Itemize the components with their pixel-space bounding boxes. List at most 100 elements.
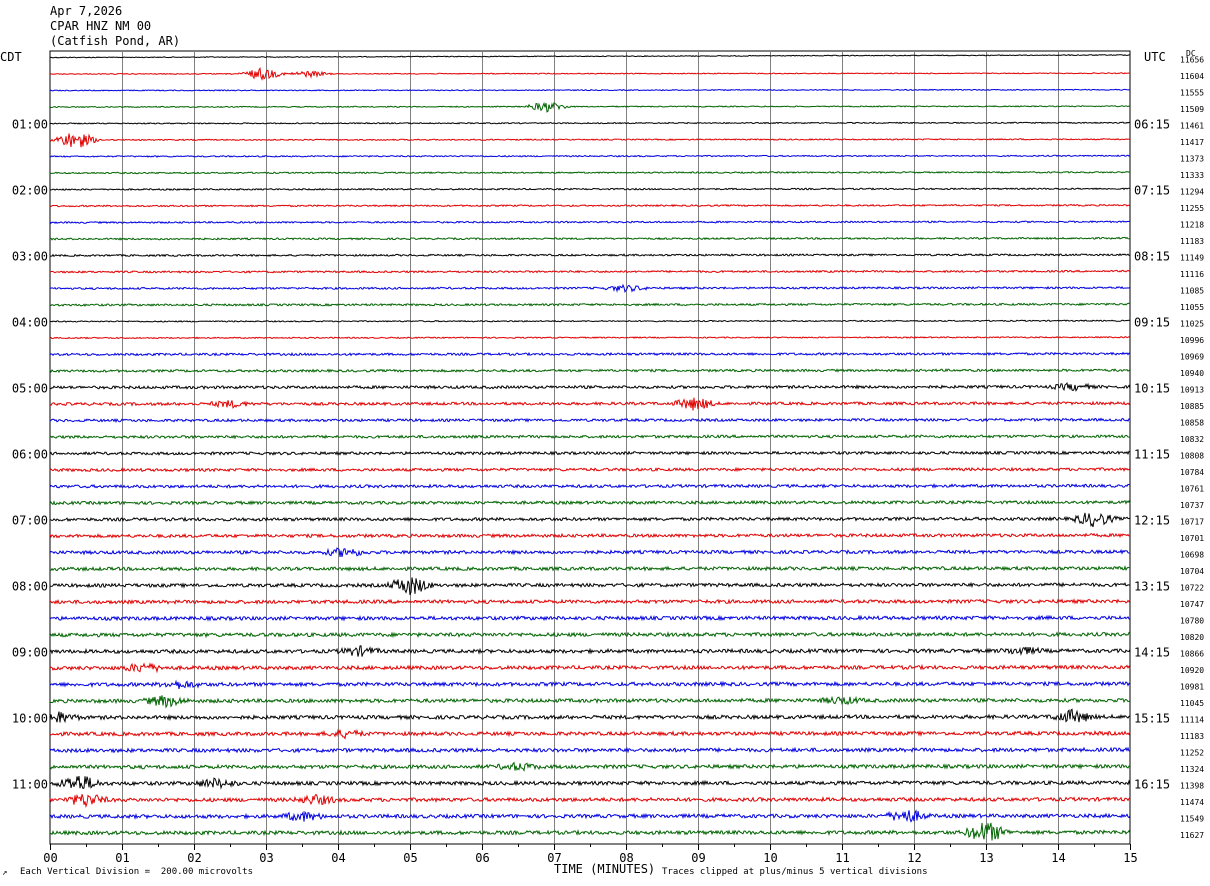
- axis-labels: 00 01 02 03 04 05 06 07 08 09 10 11 12 13 14 15 11656 116…: [12, 56, 1204, 866]
- dc-offset-value: 10832: [1180, 435, 1204, 444]
- cdt-hour-label: 08:00: [12, 580, 48, 594]
- seismic-trace: [49, 746, 1131, 754]
- seismic-trace: [50, 253, 1131, 258]
- cdt-hour-label: 03:00: [12, 250, 48, 264]
- dc-offset-value: 11509: [1180, 105, 1204, 114]
- dc-offset-value: 10913: [1180, 386, 1204, 395]
- x-tick-label: 10: [763, 851, 777, 865]
- dc-offset-value: 11183: [1180, 237, 1204, 246]
- dc-offset-value: 11373: [1180, 155, 1204, 164]
- x-tick-label: 11: [835, 851, 849, 865]
- station-location: (Catfish Pond, AR): [50, 34, 181, 48]
- seismic-traces: [49, 54, 1131, 841]
- seismic-trace: [49, 319, 1131, 323]
- x-tick-label: 08: [619, 851, 633, 865]
- dc-offset-value: 10940: [1180, 369, 1204, 378]
- seismic-trace: [49, 695, 1131, 709]
- dc-offset-value: 11398: [1180, 782, 1204, 791]
- seismic-trace: [49, 775, 1131, 790]
- dc-offset-value: 11474: [1180, 798, 1204, 807]
- x-tick-label: 07: [547, 851, 561, 865]
- utc-hour-label: 08:15: [1134, 250, 1170, 264]
- x-axis-title: TIME (MINUTES): [554, 862, 656, 876]
- dc-offset-value: 11218: [1180, 221, 1204, 230]
- seismic-trace: [49, 121, 1131, 125]
- right-timezone-label: UTC: [1144, 50, 1166, 64]
- dc-offset-value: 10885: [1180, 402, 1204, 411]
- dc-offset-value: 11549: [1180, 815, 1204, 824]
- dc-column-label: DC: [1186, 49, 1196, 58]
- seismic-trace: [49, 397, 1131, 411]
- seismic-trace: [49, 631, 1131, 639]
- cdt-hour-label: 02:00: [12, 184, 48, 198]
- utc-hour-label: 10:15: [1134, 382, 1170, 396]
- seismic-trace: [49, 483, 1131, 489]
- dc-offset-value: 11045: [1180, 699, 1204, 708]
- dc-offset-value: 11183: [1180, 732, 1204, 741]
- utc-hour-label: 07:15: [1134, 184, 1170, 198]
- seismic-trace: [49, 822, 1131, 841]
- cdt-hour-label: 01:00: [12, 118, 48, 132]
- dc-offset-value: 11656: [1180, 56, 1204, 65]
- x-tick-label: 15: [1123, 851, 1137, 865]
- x-tick-label: 01: [115, 851, 129, 865]
- x-tick-label: 03: [259, 851, 273, 865]
- station-code: CPAR HNZ NM 00: [50, 19, 152, 33]
- dc-offset-value: 11116: [1180, 270, 1204, 279]
- dc-offset-value: 10866: [1180, 650, 1204, 659]
- footer-mark: ↗: [2, 868, 8, 878]
- dc-offset-value: 10784: [1180, 468, 1204, 477]
- x-tick-label: 12: [907, 851, 921, 865]
- dc-offset-value: 10808: [1180, 452, 1204, 461]
- seismic-trace: [49, 547, 1131, 557]
- seismic-trace: [49, 512, 1131, 528]
- cdt-hour-label: 04:00: [12, 316, 48, 330]
- x-tick-label: 09: [691, 851, 705, 865]
- seismic-trace: [49, 220, 1131, 225]
- dc-offset-value: 11025: [1180, 320, 1204, 329]
- seismic-trace: [49, 565, 1131, 572]
- utc-hour-label: 06:15: [1134, 118, 1170, 132]
- dc-offset-value: 11604: [1180, 72, 1204, 81]
- seismic-trace: [49, 662, 1131, 674]
- seismic-trace: [49, 614, 1131, 622]
- seismic-trace: [49, 532, 1131, 539]
- dc-offset-value: 10981: [1180, 683, 1204, 692]
- seismic-trace: [49, 499, 1131, 506]
- seismic-trace: [49, 302, 1131, 307]
- seismic-trace: [49, 154, 1131, 158]
- dc-offset-value: 11149: [1180, 254, 1204, 263]
- dc-offset-value: 11333: [1180, 171, 1204, 180]
- seismic-trace: [49, 809, 1131, 823]
- seismic-trace: [49, 417, 1131, 424]
- seismic-trace: [49, 450, 1131, 456]
- seismic-trace: [49, 133, 1131, 148]
- seismic-trace: [49, 728, 1131, 740]
- x-tick-label: 04: [331, 851, 345, 865]
- seismic-trace: [49, 598, 1131, 605]
- dc-offset-value: 10969: [1180, 353, 1204, 362]
- dc-offset-value: 10698: [1180, 551, 1204, 560]
- seismic-trace: [49, 577, 1131, 596]
- x-tick-label: 02: [187, 851, 201, 865]
- dc-offset-value: 11252: [1180, 749, 1204, 758]
- seismic-trace: [49, 283, 1131, 293]
- cdt-hour-label: 09:00: [12, 646, 48, 660]
- seismic-trace: [49, 466, 1131, 473]
- plot-grid: [49, 50, 1131, 850]
- seismic-trace: [49, 793, 1131, 809]
- dc-offset-value: 10858: [1180, 419, 1204, 428]
- cdt-hour-label: 07:00: [12, 514, 48, 528]
- dc-offset-value: 11417: [1180, 138, 1204, 147]
- scale-note: Each Vertical Division = 200.00 microvol…: [20, 867, 253, 877]
- dc-offset-value: 10701: [1180, 534, 1204, 543]
- seismic-trace: [49, 67, 1131, 81]
- utc-hour-label: 13:15: [1134, 580, 1170, 594]
- x-tick-label: 13: [979, 851, 993, 865]
- utc-hour-label: 09:15: [1134, 316, 1170, 330]
- cdt-hour-label: 11:00: [12, 778, 48, 792]
- dc-offset-value: 11324: [1180, 765, 1204, 774]
- seismic-trace: [49, 368, 1131, 374]
- seismic-trace: [49, 88, 1131, 92]
